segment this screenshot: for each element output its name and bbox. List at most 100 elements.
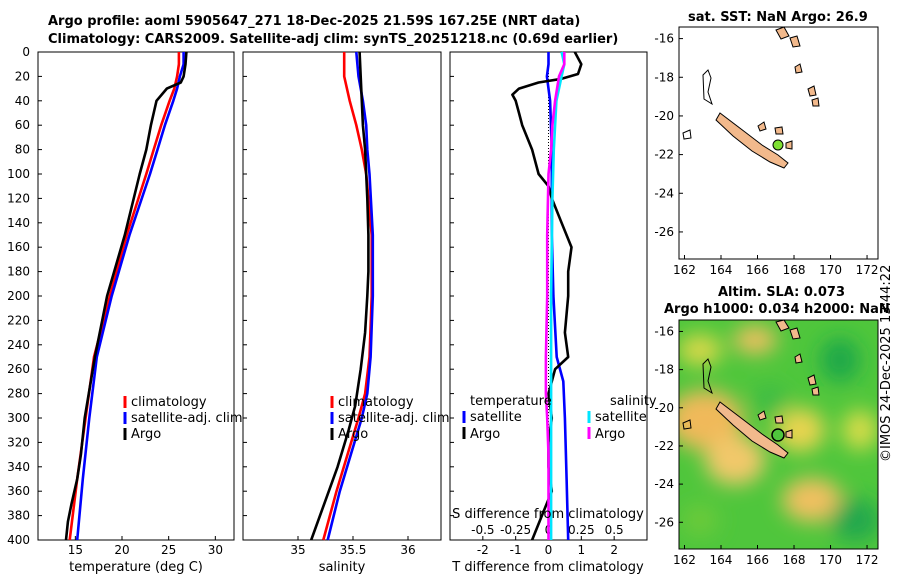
series-salinity-argo [544,52,566,540]
map-lon-tick-label: 168 [783,553,806,567]
sla-anomaly-high [679,334,722,366]
sla-anomaly-low [752,386,788,414]
map-lat-tick-label: -16 [654,32,674,46]
map-lat-tick-label: -18 [654,70,674,84]
depth-tick-label: 340 [7,460,30,474]
difference-legend: temperature satellite Argo salinity sate… [462,394,657,442]
map-lon-tick-label: 164 [710,263,733,277]
argo-position-marker [772,139,784,151]
temperature-xtick-label: 25 [161,543,176,557]
salinity-panel: 35 35.5 36 [290,51,416,557]
legend-argo-label: Argo [338,427,368,442]
map-lon-tick-label: 172 [856,553,879,567]
sla-anomaly-low [820,338,860,382]
series-climatology [68,52,181,541]
vanuatu-islands [775,319,820,396]
salinity-xtick-label: 35.5 [340,543,367,557]
temperature-xlabel: temperature (deg C) [69,560,203,575]
outline-reef-west [682,419,692,430]
legend-climatology-label: climatology [131,395,207,410]
difference-xtick-label: 1 [578,543,586,557]
temperature-xtick-label: 15 [68,543,83,557]
legend-climatology-label: climatology [338,395,414,410]
map-lon-tick-label: 170 [819,553,842,567]
depth-tick-label: 400 [7,533,30,547]
temperature-legend: climatology satellite-adj. clim Argo [123,395,243,442]
s-diff-tick-label: -0.25 [500,523,531,537]
series-satellite-adj-clim [326,51,375,541]
legend-salinity-title: salinity [610,394,657,409]
map-lon-tick-label: 166 [746,553,769,567]
sla-anomaly-high [679,390,743,450]
s-diff-tick-label: 0.5 [605,523,624,537]
difference-x2label: S difference from climatology [452,507,644,522]
s-diff-tick-label: -0.5 [471,523,494,537]
legend-sal-argo-label: Argo [595,427,625,442]
depth-tick-label: 40 [15,94,30,108]
legend-temperature-title: temperature [470,394,552,409]
sla-anomaly-low [830,498,878,542]
chart-title-line2: Climatology: CARS2009. Satellite-adj cli… [48,32,619,47]
depth-tick-label: 80 [15,143,30,157]
depth-tick-label: 240 [7,338,30,352]
profile-panels: 15 20 25 30 35 35.5 36 -2 -1 0 1 2-0.5 -0.25 0 0.25 0.5 [64,51,624,557]
map-lat-tick-label: -16 [654,324,674,338]
sla-anomaly-high [782,478,842,522]
new-caledonia-land [715,112,789,169]
depth-tick-label: 360 [7,484,30,498]
map-ticks: 162 164 166 168 170 172 -16 -18 -20 -22 -24 -26 162 1… [654,32,878,567]
map-lat-tick-label: -24 [654,477,674,491]
depth-tick-label: 120 [7,191,30,205]
depth-tick-label: 280 [7,387,30,401]
salinity-legend: climatology satellite-adj. clim Argo [330,395,450,442]
map-lat-tick-label: -20 [654,109,674,123]
depth-tick-label: 380 [7,509,30,523]
depth-tick-label: 260 [7,362,30,376]
temperature-axes [37,51,235,541]
outline-reef-north [702,69,713,106]
salinity-xlabel: salinity [319,560,366,575]
sla-anomaly-high [775,408,825,452]
difference-xtick-label: 0 [545,543,553,557]
difference-xlabel: T difference from climatology [451,560,644,575]
s-diff-tick-label: 0.25 [568,523,595,537]
sla-map-axes [678,319,879,550]
map-lat-tick-label: -22 [654,439,674,453]
sla-map [678,319,879,550]
legend-temp-satellite-label: satellite [470,410,522,425]
salinity-xtick-label: 35 [290,543,305,557]
sla-anomaly-low [682,504,718,536]
depth-tick-label: 200 [7,289,30,303]
sla-anomaly-high [733,326,777,354]
loyalty-islands [757,121,793,150]
map-lon-tick-label: 162 [673,553,696,567]
sst-map-title: sat. SST: NaN Argo: 26.9 [688,10,868,25]
chart-title-line1: Argo profile: aoml 5905647_271 18-Dec-20… [48,14,581,29]
salinity-axes [242,51,442,541]
map-lat-tick-label: -24 [654,186,674,200]
depth-tick-label: 160 [7,240,30,254]
sla-anomaly-high [842,410,878,450]
sla-anomaly-high [705,435,765,485]
legend-satellite-label: satellite-adj. clim [338,411,450,426]
salinity-xtick-label: 36 [400,543,415,557]
map-lon-tick-label: 164 [710,553,733,567]
outline-reef-north [702,358,713,395]
difference-xtick-label: -2 [477,543,489,557]
new-caledonia-land [715,401,789,459]
map-lat-tick-label: -20 [654,401,674,415]
depth-tick-label: 0 [22,45,30,59]
sla-map-title-line1: Altim. SLA: 0.073 [718,285,845,300]
depth-tick-label: 20 [15,69,30,83]
legend-sal-satellite-label: satellite [595,410,647,425]
map-lat-tick-label: -26 [654,515,674,529]
map-lat-tick-label: -22 [654,148,674,162]
legend-satellite-label: satellite-adj. clim [131,411,243,426]
map-lon-tick-label: 170 [819,263,842,277]
temperature-xtick-label: 30 [208,543,223,557]
map-lon-tick-label: 166 [746,263,769,277]
depth-tick-label: 180 [7,265,30,279]
map-lat-tick-label: -26 [654,225,674,239]
depth-axis: 0 20 40 60 80 100 120 140 160 180 200 220 240 260 280 3… [7,45,454,547]
